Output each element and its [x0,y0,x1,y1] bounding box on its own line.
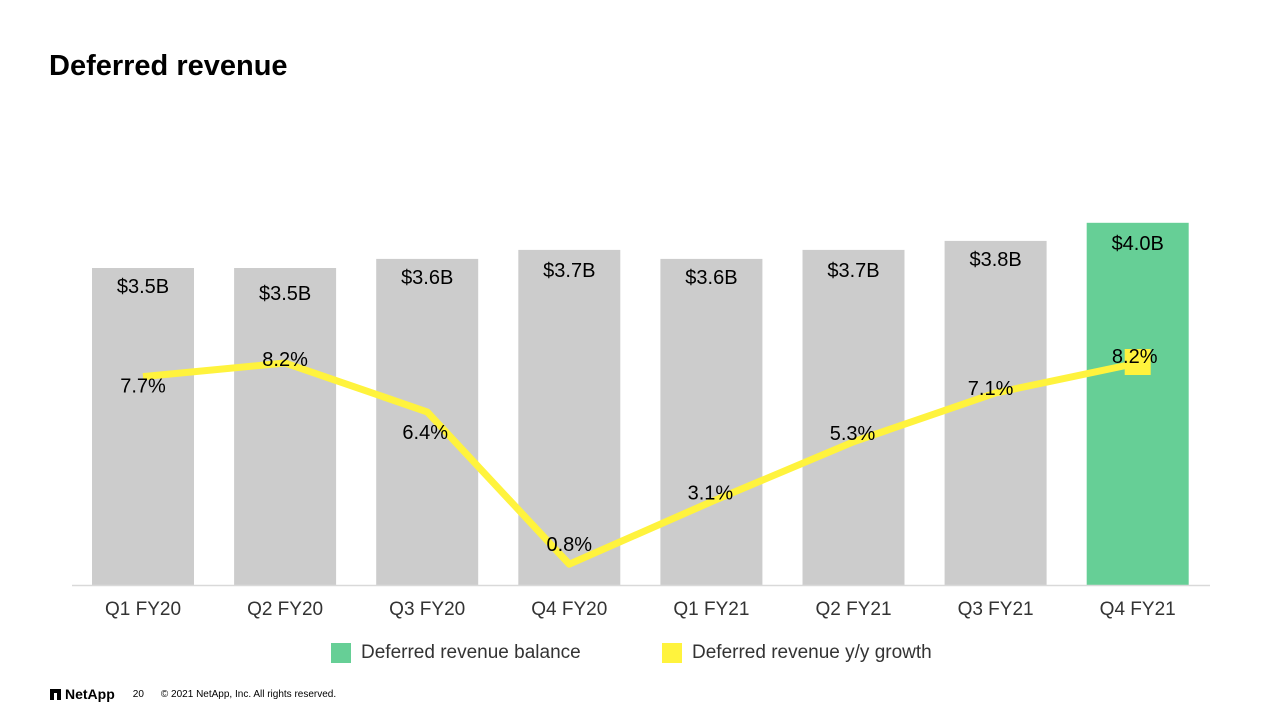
netapp-logo-icon [50,688,61,700]
bar-q2-fy20 [234,268,337,585]
bar-q3-fy20 [376,258,479,585]
slide-title: Deferred revenue [49,50,288,82]
growth-line [142,359,1139,568]
bar-value-label: $3.6B [685,267,737,289]
growth-marker-q4-fy21 [1124,349,1151,375]
growth-value-label: 5.3% [830,423,876,445]
page-number: 20 [132,688,144,700]
legend-item-growth: Deferred revenue y/y growth [662,640,932,666]
bar-value-label: $3.7B [827,260,879,282]
bar-q4-fy21 [1086,222,1189,586]
bar-value-label: $4.0B [1112,233,1164,255]
bar-value-label: $3.5B [259,283,311,305]
legend-swatch-growth [662,643,682,663]
growth-value-label: 3.1% [688,483,734,505]
x-tick-label: Q2 FY20 [247,599,323,620]
bar-q2-fy21 [802,249,905,585]
bar-value-label: $3.8B [969,249,1021,271]
netapp-logo: NetApp [50,686,115,702]
x-tick-label: Q3 FY21 [958,599,1034,620]
x-tick-label: Q1 FY20 [105,599,181,620]
legend-label-balance: Deferred revenue balance [361,642,581,663]
legend-swatch-balance [331,643,351,663]
growth-value-label: 0.8% [547,534,593,556]
x-tick-label: Q4 FY21 [1100,599,1176,620]
x-tick-label: Q3 FY20 [389,599,465,620]
x-tick-label: Q2 FY21 [815,599,891,620]
growth-value-label: 7.1% [968,378,1014,400]
bar-value-label: $3.5B [117,276,169,298]
x-tick-label: Q4 FY20 [531,599,607,620]
legend-label-growth: Deferred revenue y/y growth [692,642,932,663]
footer: NetApp 20 © 2021 NetApp, Inc. All rights… [50,685,336,703]
copyright-text: © 2021 NetApp, Inc. All rights reserved. [160,688,337,700]
growth-value-label: 7.7% [120,376,166,398]
x-tick-label: Q1 FY21 [673,599,749,620]
growth-value-label: 8.2% [1112,346,1158,368]
bar-value-label: $3.6B [401,267,453,289]
growth-value-label: 6.4% [402,422,448,444]
netapp-logo-text: NetApp [65,686,115,702]
bar-q1-fy20 [92,268,194,585]
legend-item-balance: Deferred revenue balance [331,640,581,666]
bar-q3-fy21 [944,240,1047,585]
bar-q1-fy21 [660,258,763,585]
bar-value-label: $3.7B [543,260,595,282]
growth-value-label: 8.2% [262,349,308,371]
